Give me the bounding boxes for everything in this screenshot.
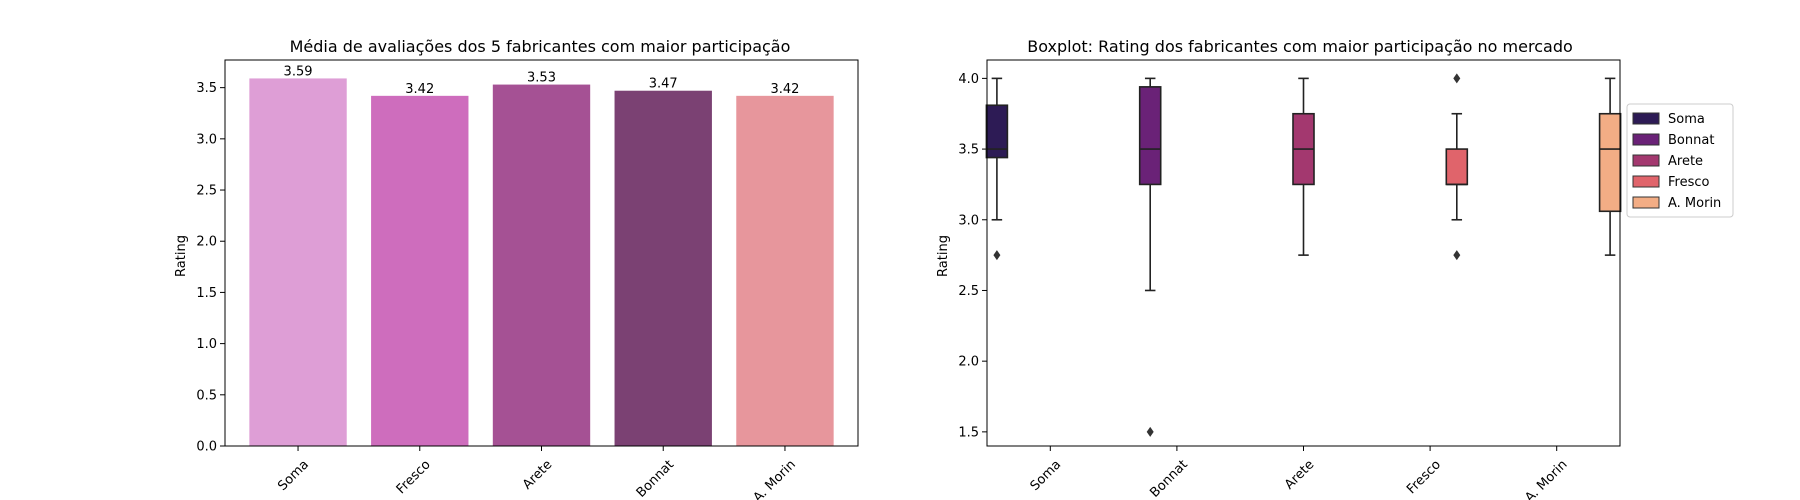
- bar-ytick-label: 3.5: [196, 81, 217, 96]
- bar-ytick-label: 2.0: [196, 235, 217, 250]
- bar-ytick-label: 0.0: [196, 440, 217, 455]
- bar-ytick-label: 0.5: [196, 388, 217, 403]
- bar-xtick-label: Fresco: [394, 457, 434, 497]
- bar-series: 3.59 3.42 3.53 3.47 3.42: [249, 64, 834, 447]
- boxplot-y-axis: 1.5 2.0 2.5 3.0 3.5 4.0: [958, 72, 987, 440]
- box-a-morin: [1598, 77, 1622, 256]
- bar-xtick-label: A. Morin: [751, 457, 799, 500]
- legend-swatch: [1632, 154, 1660, 167]
- bar-ytick-label: 2.5: [196, 184, 217, 199]
- boxplot-xtick-label: Fresco: [1404, 457, 1444, 497]
- boxplot-legend: Soma Bonnat Arete Fresco A. Morin: [1626, 103, 1734, 218]
- bar-ytick-label: 3.0: [196, 132, 217, 147]
- boxplot-ytick-label: 4.0: [958, 72, 979, 87]
- boxplot-ytick-label: 2.5: [958, 284, 979, 299]
- boxplot-ytick-label: 3.5: [958, 143, 979, 158]
- legend-label: A. Morin: [1668, 196, 1721, 211]
- boxplot-title: Boxplot: Rating dos fabricantes com maio…: [1027, 37, 1573, 56]
- box-bonnat: [1138, 77, 1162, 437]
- boxplot-plot-frame: [986, 59, 1621, 447]
- bar-xtick-label: Soma: [275, 457, 312, 494]
- box-fresco: [1445, 73, 1469, 261]
- bar-a-morin: [736, 95, 834, 446]
- box-outlier: [993, 250, 1001, 261]
- boxplot-xtick-label: Arete: [1282, 457, 1317, 492]
- box-outlier: [1453, 250, 1461, 261]
- bar-soma: [249, 78, 347, 446]
- bar-xtick-label: Arete: [520, 457, 555, 492]
- bar-value-label: 3.42: [405, 82, 434, 97]
- legend-swatch: [1632, 133, 1660, 146]
- box-body: [985, 104, 1009, 159]
- boxplot-ytick-label: 3.0: [958, 213, 979, 228]
- legend-label: Arete: [1668, 154, 1703, 169]
- bar-fresco: [371, 95, 469, 446]
- boxplot-xtick-label: A. Morin: [1522, 457, 1570, 500]
- box-soma: [985, 77, 1009, 261]
- bar-value-label: 3.53: [527, 71, 556, 86]
- boxplot-xtick-label: Soma: [1028, 457, 1065, 494]
- bar-xtick-label: Bonnat: [634, 457, 677, 500]
- box-outlier: [1453, 73, 1461, 84]
- bar-value-label: 3.42: [770, 82, 799, 97]
- box-body: [1445, 148, 1469, 186]
- legend-label: Soma: [1668, 112, 1705, 127]
- bar-ytick-label: 1.5: [196, 286, 217, 301]
- bar-y-axis: 0.0 0.5 1.0 1.5 2.0 2.5 3.0 3.5: [196, 81, 225, 455]
- legend-frame: [1626, 103, 1734, 218]
- bar-chart: Média de avaliações dos 5 fabricantes co…: [174, 37, 859, 500]
- legend-swatch: [1632, 112, 1660, 125]
- bar-value-label: 3.47: [649, 77, 678, 92]
- boxplot-ytick-label: 2.0: [958, 355, 979, 370]
- legend-label: Bonnat: [1668, 133, 1714, 148]
- box-outlier: [1146, 426, 1154, 437]
- bar-arete: [492, 84, 591, 447]
- legend-swatch: [1632, 175, 1660, 188]
- bar-plot-frame: [224, 59, 859, 447]
- bar-bonnat: [614, 90, 712, 446]
- boxplot-ytick-label: 1.5: [958, 425, 979, 440]
- bar-value-label: 3.59: [284, 64, 313, 79]
- box-arete: [1292, 77, 1315, 256]
- boxplot-x-axis: Soma Bonnat Arete Fresco A. Morin: [1028, 446, 1571, 500]
- box-body: [1138, 86, 1162, 186]
- bar-chart-title: Média de avaliações dos 5 fabricantes co…: [290, 37, 791, 56]
- bar-x-axis: Soma Fresco Arete Bonnat A. Morin: [275, 446, 799, 500]
- legend-label: Fresco: [1668, 175, 1710, 190]
- boxplot-chart: Boxplot: Rating dos fabricantes com maio…: [936, 37, 1734, 500]
- boxplot-series: [985, 73, 1622, 437]
- legend-swatch: [1632, 196, 1660, 209]
- boxplot-ylabel: Rating: [936, 235, 951, 277]
- box-body: [1598, 112, 1622, 213]
- boxplot-xtick-label: Bonnat: [1147, 457, 1190, 500]
- bar-chart-ylabel: Rating: [174, 235, 189, 277]
- bar-ytick-label: 1.0: [196, 337, 217, 352]
